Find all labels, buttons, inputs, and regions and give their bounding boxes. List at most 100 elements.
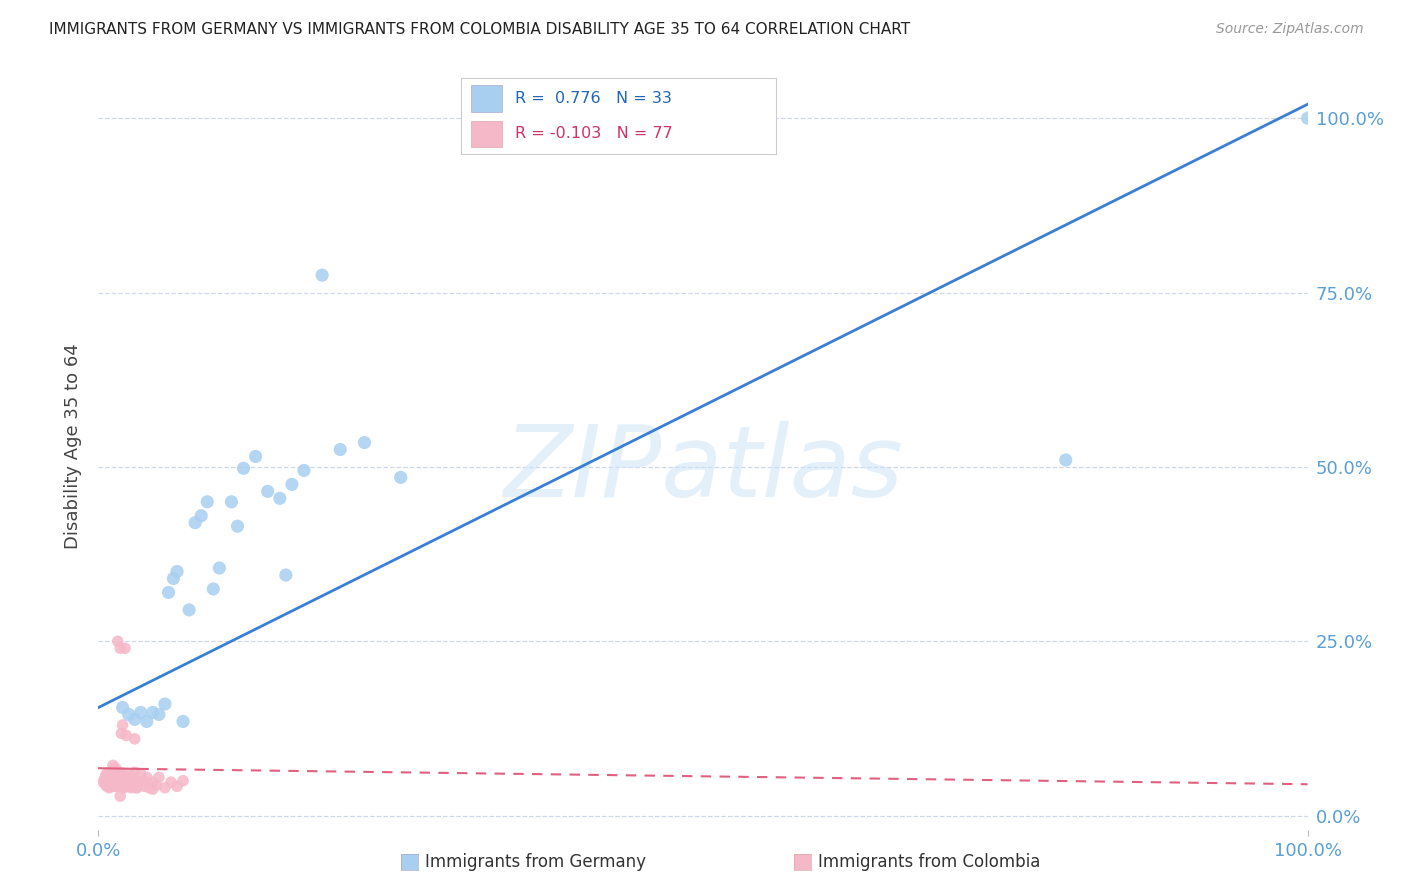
Point — [94, 778, 117, 792]
Text: Immigrants from Colombia: Immigrants from Colombia — [818, 853, 1040, 871]
Point — [104, 770, 127, 784]
Point — [129, 706, 152, 720]
Point — [129, 766, 152, 780]
Point — [107, 770, 129, 784]
Point — [135, 770, 157, 784]
Point — [107, 634, 129, 648]
Point — [184, 516, 207, 530]
Point — [389, 470, 412, 484]
Point — [103, 765, 125, 780]
Point — [353, 435, 375, 450]
Text: Source: ZipAtlas.com: Source: ZipAtlas.com — [1216, 22, 1364, 37]
Y-axis label: Disability Age 35 to 64: Disability Age 35 to 64 — [65, 343, 83, 549]
Point — [110, 726, 132, 740]
Point — [101, 780, 124, 794]
Point — [208, 561, 231, 575]
Point — [153, 697, 176, 711]
Point — [124, 712, 146, 726]
Point — [221, 495, 243, 509]
Point — [138, 780, 160, 795]
Point — [114, 773, 136, 788]
Point — [108, 789, 131, 803]
Point — [1296, 112, 1319, 126]
Point — [103, 778, 125, 792]
Point — [256, 484, 278, 499]
Point — [104, 780, 127, 794]
Point — [103, 768, 125, 782]
Point — [125, 778, 148, 792]
Point — [96, 766, 118, 780]
Point — [134, 773, 156, 788]
Point — [153, 780, 176, 795]
Point — [98, 777, 121, 791]
Point — [105, 778, 128, 792]
Point — [122, 775, 145, 789]
Point — [111, 780, 134, 794]
Point — [100, 772, 122, 787]
Point — [269, 491, 291, 506]
Point — [118, 780, 141, 794]
Point — [1054, 453, 1077, 467]
Point — [101, 770, 124, 784]
Point — [108, 765, 131, 780]
Point — [107, 780, 129, 794]
Point — [111, 700, 134, 714]
Point — [148, 707, 170, 722]
Point — [142, 706, 165, 720]
Point — [160, 775, 183, 789]
Point — [98, 780, 121, 795]
Point — [121, 770, 143, 784]
Point — [179, 603, 201, 617]
Point — [105, 765, 128, 780]
Point — [127, 780, 149, 795]
Point — [101, 758, 124, 772]
Point — [118, 766, 141, 780]
Point — [166, 565, 188, 579]
Point — [108, 768, 131, 782]
Point — [135, 714, 157, 729]
Point — [245, 450, 267, 464]
Point — [134, 780, 156, 794]
Point — [157, 585, 180, 599]
Point — [100, 765, 122, 780]
Point — [311, 268, 333, 282]
Point — [148, 770, 170, 784]
Point — [115, 728, 138, 742]
Point — [120, 780, 142, 795]
Point — [110, 770, 132, 784]
Point — [142, 782, 165, 797]
Point — [104, 775, 127, 789]
Point — [97, 770, 120, 784]
Point — [162, 572, 184, 586]
Point — [111, 718, 134, 732]
Point — [111, 768, 134, 782]
Point — [114, 641, 136, 656]
Point — [281, 477, 304, 491]
Point — [112, 780, 135, 795]
Point — [202, 582, 225, 596]
Point — [172, 773, 194, 788]
Point — [329, 442, 352, 457]
Point — [93, 772, 115, 787]
Point — [104, 761, 127, 775]
Point — [226, 519, 249, 533]
Point — [166, 780, 188, 794]
Point — [101, 775, 124, 789]
Point — [110, 775, 132, 789]
Point — [100, 775, 122, 789]
Point — [117, 777, 139, 791]
Point — [172, 714, 194, 729]
Point — [125, 780, 148, 795]
Point — [118, 707, 141, 722]
Point — [195, 495, 218, 509]
Point — [115, 770, 138, 784]
Text: Immigrants from Germany: Immigrants from Germany — [425, 853, 645, 871]
Point — [94, 768, 117, 782]
Point — [124, 731, 146, 746]
Point — [108, 780, 131, 794]
Point — [142, 775, 165, 789]
Point — [100, 780, 122, 794]
Point — [232, 461, 254, 475]
Point — [98, 768, 121, 782]
Point — [105, 768, 128, 782]
